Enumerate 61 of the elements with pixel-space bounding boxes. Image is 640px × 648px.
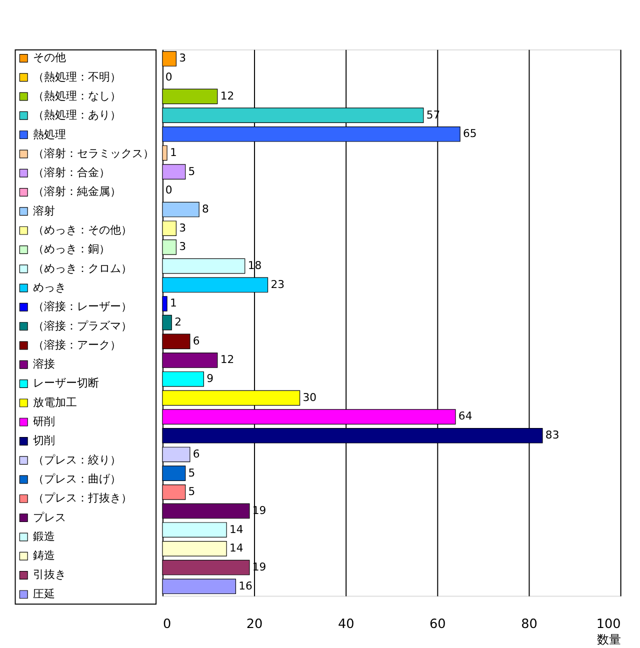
x-tick-label: 40 — [338, 616, 354, 632]
legend-label: 鍛造 — [32, 530, 55, 543]
data-label: 5 — [188, 466, 196, 480]
legend-label: 鋳造 — [32, 549, 55, 562]
data-label: 1 — [170, 146, 177, 159]
data-label: 64 — [458, 410, 472, 423]
legend-label: （めっき：銅） — [32, 242, 110, 256]
legend-label: （プレス：絞り） — [32, 453, 121, 466]
legend-label: （溶射：合金） — [32, 166, 110, 180]
legend-label: その他 — [32, 51, 66, 64]
data-label: 30 — [302, 390, 317, 404]
x-axis-title: 数量 — [596, 632, 621, 647]
data-label: 16 — [238, 579, 253, 592]
data-label: 0 — [165, 70, 172, 84]
x-tick-label: 20 — [246, 616, 263, 632]
legend-label: 溶射 — [32, 204, 55, 218]
data-label: 12 — [220, 89, 234, 102]
legend-label: （溶射：セラミックス） — [32, 146, 154, 160]
legend-label: 溶接 — [32, 358, 55, 371]
legend-label: （溶接：レーザー） — [32, 300, 132, 314]
data-label: 9 — [206, 372, 214, 386]
data-label: 8 — [202, 202, 210, 216]
legend-label: （プレス：打抜き） — [32, 492, 132, 505]
legend-label: （溶接：プラズマ） — [32, 319, 132, 332]
legend-label: 圧延 — [32, 587, 55, 600]
data-label: 6 — [192, 447, 200, 460]
legend-label: （熱処理：あり） — [32, 108, 121, 122]
legend-label: （めっき：その他） — [32, 224, 132, 237]
data-label: 5 — [188, 485, 196, 498]
legend-label: 引抜き — [32, 568, 66, 582]
legend-label: 放電加工 — [32, 396, 77, 409]
legend-label: （熱処理：不明） — [32, 70, 121, 84]
data-label: 5 — [188, 164, 196, 178]
data-label: 83 — [545, 428, 560, 442]
legend-label: 切削 — [32, 434, 55, 448]
legend-label: 研削 — [32, 415, 55, 428]
data-label: 65 — [463, 127, 477, 140]
legend-label: レーザー切断 — [32, 376, 99, 390]
data-label: 1 — [170, 296, 177, 310]
x-tick-label: 0 — [162, 616, 172, 632]
data-label: 6 — [192, 334, 200, 348]
data-label: 14 — [230, 522, 244, 536]
legend-label: プレス — [32, 510, 66, 524]
x-tick-label: 60 — [430, 616, 446, 632]
data-label: 3 — [179, 221, 186, 234]
legend-label: （熱処理：なし） — [32, 89, 121, 102]
legend-label: （溶射：純金属） — [32, 185, 121, 198]
legend-label: （めっき：クロム） — [32, 262, 132, 275]
data-label: 14 — [230, 542, 244, 555]
legend-label: （溶接：アーク） — [32, 338, 121, 352]
data-label: 2 — [174, 316, 182, 329]
x-tick-label: 80 — [521, 616, 538, 632]
data-label: 3 — [179, 52, 186, 65]
legend-label: めっき — [32, 280, 66, 294]
data-label: 23 — [270, 278, 285, 291]
x-tick-label: 100 — [596, 616, 621, 632]
data-label: 12 — [220, 353, 234, 366]
legend-label: 熱処理 — [32, 128, 66, 141]
data-label: 0 — [165, 184, 172, 197]
data-label: 3 — [179, 240, 186, 254]
legend-label: （プレス：曲げ） — [32, 472, 121, 486]
